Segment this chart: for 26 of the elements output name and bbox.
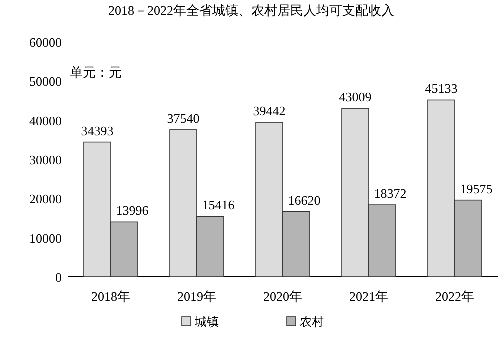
legend-label: 城镇 — [194, 315, 219, 329]
y-tick-label: 10000 — [30, 230, 62, 246]
x-tick-label: 2018年 — [92, 289, 130, 304]
data-label: 18372 — [374, 186, 407, 202]
legend-label: 农村 — [300, 315, 324, 329]
data-label: 15416 — [202, 198, 236, 213]
data-label: 34393 — [81, 123, 114, 138]
x-tick-label: 2021年 — [350, 289, 388, 304]
annotation: 单元：元 — [70, 65, 122, 80]
data-label: 16620 — [288, 192, 321, 208]
y-tick-label: 20000 — [30, 192, 62, 207]
y-tick-label: 50000 — [30, 74, 62, 90]
y-tick-label: 0 — [56, 270, 62, 285]
data-label: 39442 — [253, 104, 286, 119]
chart-title: 2018－2022年全省城镇、农村居民人均可支配收入 — [108, 3, 394, 18]
x-tick-label: 2019年 — [178, 289, 216, 304]
data-label: 13996 — [116, 203, 150, 218]
y-tick-label: 40000 — [30, 113, 62, 128]
x-tick-label: 2022年 — [436, 289, 474, 304]
data-label: 45133 — [425, 81, 458, 96]
data-label: 43009 — [339, 90, 372, 105]
x-tick-label: 2020年 — [264, 289, 302, 304]
data-label: 19575 — [460, 181, 493, 196]
data-label: 37540 — [167, 110, 200, 126]
y-tick-label: 60000 — [30, 35, 62, 50]
y-tick-label: 30000 — [30, 152, 62, 168]
